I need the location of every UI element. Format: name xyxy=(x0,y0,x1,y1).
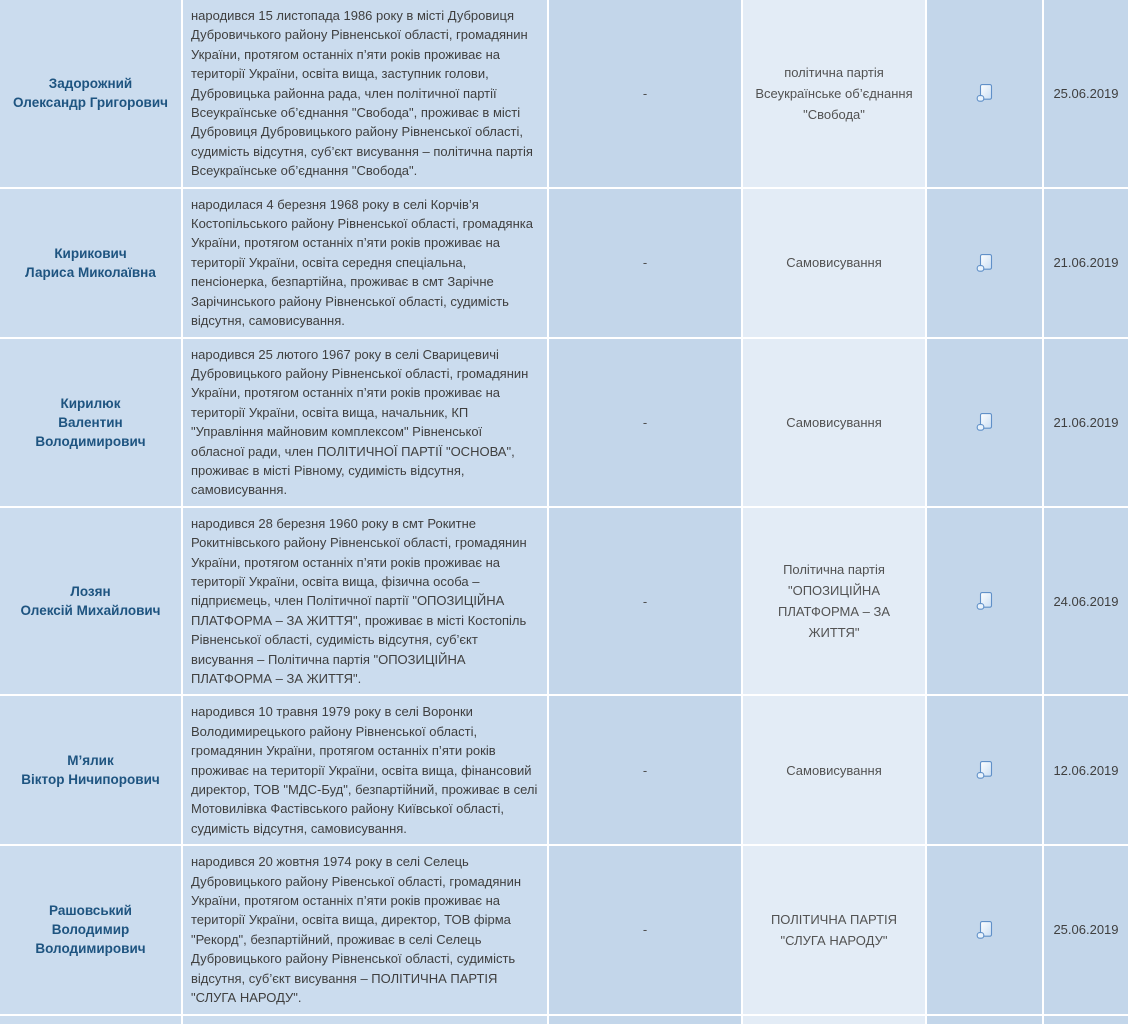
candidate-row: Рашовський Володимир Володимирович народив… xyxy=(0,846,1128,1014)
candidate-bio: народився 28 березня 1960 року в смт Рок… xyxy=(183,507,547,695)
candidate-bio-text: народився 10 травня 1979 року в селі Вор… xyxy=(191,704,538,836)
document-cell xyxy=(927,338,1042,506)
nominating-entity-text: Самовисування xyxy=(786,414,882,430)
candidate-row: Лозян Олексій Михайлович народився 28 бер… xyxy=(0,507,1128,695)
nominating-entity-text: Політична партія "ОПОЗИЦІЙНА ПЛАТФОРМА –… xyxy=(777,562,891,641)
document-link[interactable] xyxy=(976,591,994,611)
partial-next-row xyxy=(0,1015,1128,1024)
candidate-bio: народився 15 листопада 1986 року в місті… xyxy=(183,0,547,187)
candidate-bio: народився 25 лютого 1967 року в селі Сва… xyxy=(183,338,547,506)
registration-date: 25.06.2019 xyxy=(1044,846,1128,1014)
nominating-entity-text: Самовисування xyxy=(786,762,882,778)
registration-date: 12.06.2019 xyxy=(1044,696,1128,845)
document-cell xyxy=(927,0,1042,187)
registration-date: 21.06.2019 xyxy=(1044,188,1128,337)
document-link[interactable] xyxy=(976,920,994,940)
nominating-entity-text: Самовисування xyxy=(786,255,882,271)
mandate-empty-cell: - xyxy=(549,696,741,845)
document-cell xyxy=(927,188,1042,337)
candidate-row: Задорожний Олександр Григорович народився… xyxy=(0,0,1128,187)
candidate-name: М’ялик Віктор Ничипорович xyxy=(0,696,181,845)
candidate-row: М’ялик Віктор Ничипорович народився 10 тр… xyxy=(0,696,1128,845)
mandate-empty-cell: - xyxy=(549,507,741,695)
scroll-document-icon xyxy=(976,413,992,431)
partial-cell xyxy=(0,1015,181,1024)
candidate-name: Кирилюк Валентин Володимирович xyxy=(0,338,181,506)
candidate-name: Задорожний Олександр Григорович xyxy=(0,0,181,187)
nominating-entity-cell: політична партія Всеукраїнське об’єднанн… xyxy=(743,0,925,187)
document-link[interactable] xyxy=(976,83,994,103)
candidate-bio-text: народилася 4 березня 1968 року в селі Ко… xyxy=(191,196,533,329)
partial-cell xyxy=(183,1015,547,1024)
mandate-empty-cell: - xyxy=(549,0,741,187)
registration-date: 24.06.2019 xyxy=(1044,507,1128,695)
candidate-bio-text: народився 28 березня 1960 року в смт Рок… xyxy=(191,515,527,686)
registration-date: 21.06.2019 xyxy=(1044,338,1128,506)
partial-cell xyxy=(743,1015,925,1024)
nominating-entity-text: політична партія Всеукраїнське об’єднанн… xyxy=(755,64,913,122)
partial-cell xyxy=(549,1015,741,1024)
document-cell xyxy=(927,846,1042,1014)
mandate-empty-cell: - xyxy=(549,188,741,337)
candidate-row: Кирилюк Валентин Володимирович народився 2… xyxy=(0,338,1128,506)
partial-cell xyxy=(927,1015,1042,1024)
document-link[interactable] xyxy=(976,253,994,273)
document-cell xyxy=(927,696,1042,845)
candidate-name: Рашовський Володимир Володимирович xyxy=(0,846,181,1014)
scroll-document-icon xyxy=(976,761,992,780)
candidate-bio-text: народився 15 листопада 1986 року в місті… xyxy=(191,8,533,179)
candidate-name: Лозян Олексій Михайлович xyxy=(0,507,181,695)
nominating-entity-text: ПОЛІТИЧНА ПАРТІЯ "СЛУГА НАРОДУ" xyxy=(770,911,898,948)
nominating-entity-cell: Самовисування xyxy=(743,338,925,506)
document-link[interactable] xyxy=(976,412,994,432)
nominating-entity-cell: Політична партія "ОПОЗИЦІЙНА ПЛАТФОРМА –… xyxy=(743,507,925,695)
candidate-bio: народився 10 травня 1979 року в селі Вор… xyxy=(183,696,547,845)
candidate-bio-text: народився 20 жовтня 1974 року в селі Сел… xyxy=(191,854,522,1006)
partial-cell xyxy=(1044,1015,1128,1024)
candidate-bio: народилася 4 березня 1968 року в селі Ко… xyxy=(183,188,547,337)
mandate-empty-cell: - xyxy=(549,338,741,506)
mandate-empty-cell: - xyxy=(549,846,741,1014)
nominating-entity-cell: Самовисування xyxy=(743,696,925,845)
scroll-document-icon xyxy=(976,920,992,939)
nominating-entity-cell: Самовисування xyxy=(743,188,925,337)
document-link[interactable] xyxy=(976,760,994,780)
scroll-document-icon xyxy=(976,84,992,103)
scroll-document-icon xyxy=(976,592,992,610)
candidate-name: Кирикович Лариса Миколаївна xyxy=(0,188,181,337)
scroll-document-icon xyxy=(976,253,992,272)
candidate-bio-text: народився 25 лютого 1967 року в селі Сва… xyxy=(191,346,529,498)
candidate-bio: народився 20 жовтня 1974 року в селі Сел… xyxy=(183,846,547,1014)
candidate-row: Кирикович Лариса Миколаївна народилася 4 … xyxy=(0,188,1128,337)
nominating-entity-cell: ПОЛІТИЧНА ПАРТІЯ "СЛУГА НАРОДУ" xyxy=(743,846,925,1014)
registration-date: 25.06.2019 xyxy=(1044,0,1128,187)
document-cell xyxy=(927,507,1042,695)
